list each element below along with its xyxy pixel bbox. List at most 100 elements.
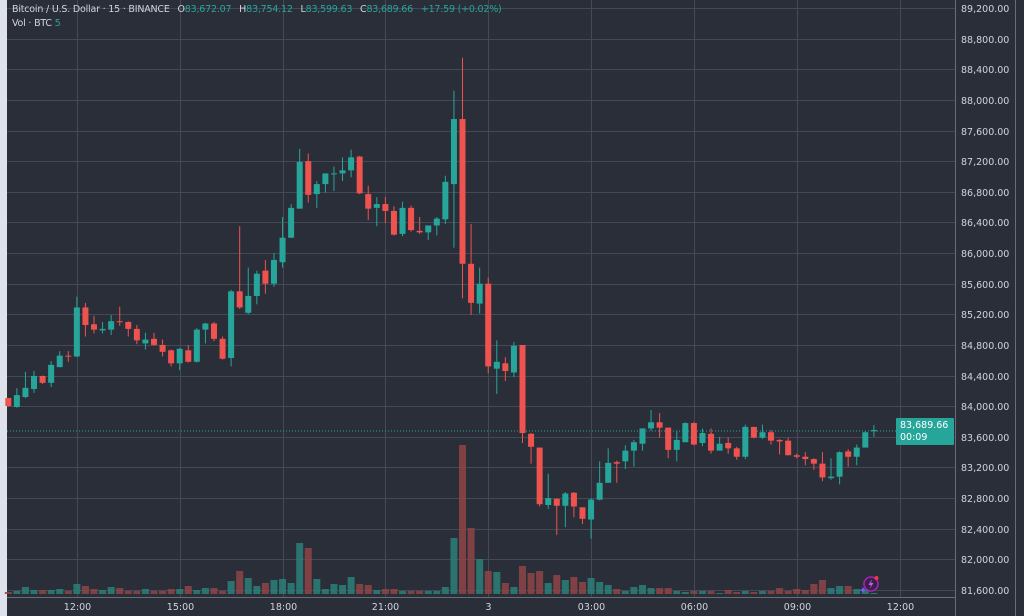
volume-bar <box>210 588 218 594</box>
volume-bar <box>176 589 184 594</box>
volume-bar <box>707 591 715 594</box>
volume-bar <box>724 590 732 594</box>
candle-down <box>356 156 363 194</box>
candle-up <box>22 387 29 398</box>
volume-bar <box>578 582 586 594</box>
candle-down <box>485 283 492 367</box>
volume-bar <box>604 585 612 594</box>
candle-up <box>853 447 860 457</box>
candle-up <box>673 439 680 450</box>
price-tick-label: 86,000.00 <box>961 249 1009 260</box>
bar-countdown: 00:09 <box>900 432 928 443</box>
candle-up <box>425 225 432 233</box>
candle-down <box>528 433 535 447</box>
volume-bar <box>356 584 364 594</box>
volume-bar <box>716 593 724 594</box>
candle-down <box>750 426 757 438</box>
candle-down <box>579 507 586 519</box>
volume-row: Vol · BTC 5 <box>12 17 502 31</box>
candle-down <box>690 423 697 445</box>
volume-bar <box>493 572 501 594</box>
price-tick-label: 85,600.00 <box>961 280 1009 291</box>
volume-bar <box>73 584 81 594</box>
price-tick-label: 88,400.00 <box>961 65 1009 76</box>
volume-bar <box>776 588 784 594</box>
volume-bar <box>390 589 398 594</box>
candle-up <box>648 422 655 429</box>
volume-bar <box>536 571 544 594</box>
volume-bar <box>424 591 432 594</box>
candle-down <box>459 119 466 264</box>
volume-bar <box>99 590 107 594</box>
candle-up <box>270 259 277 284</box>
volume-bar <box>56 589 64 594</box>
symbol-row: Bitcoin / U.S. Dollar · 15 · BINANCE O83… <box>12 3 502 17</box>
candle-up <box>450 119 457 185</box>
candle-up <box>193 329 200 362</box>
candle-down <box>125 321 132 329</box>
candle-down <box>468 263 475 303</box>
time-tick-label: 12:00 <box>64 602 91 613</box>
volume-bar <box>13 591 21 594</box>
volume-bar <box>621 591 629 594</box>
candle-up <box>31 375 38 389</box>
volume-bar <box>810 584 818 594</box>
candle-up <box>373 204 380 208</box>
time-tick-label: 12:00 <box>887 602 914 613</box>
price-tick-label: 83,200.00 <box>961 463 1009 474</box>
candle-down <box>390 210 397 235</box>
candle-up <box>605 462 612 483</box>
candle-up <box>862 432 869 448</box>
lightning-bolt-icon[interactable] <box>860 575 880 593</box>
volume-bar <box>90 589 98 594</box>
volume-bar <box>313 579 321 594</box>
low-value: 83,599.63 <box>305 4 353 15</box>
volume-bar <box>321 589 329 594</box>
price-tick-label: 84,800.00 <box>961 341 1009 352</box>
time-tick-label: 09:00 <box>784 602 811 613</box>
candle-down <box>519 344 526 434</box>
candle-up <box>699 433 706 443</box>
volume-bar <box>116 588 124 594</box>
volume-bar <box>587 578 595 594</box>
volume-bar <box>150 591 158 594</box>
candle-up <box>622 450 629 462</box>
candle-down <box>570 492 577 507</box>
volume-bar <box>827 588 835 594</box>
candle-down <box>262 270 269 284</box>
open-value: 83,672.07 <box>184 4 232 15</box>
candle-down <box>365 194 372 209</box>
volume-bar <box>870 593 878 594</box>
candle-down <box>819 463 826 478</box>
candle-down <box>133 328 140 341</box>
candle-up <box>716 443 723 451</box>
volume-bar <box>467 528 475 594</box>
volume-bar <box>30 590 38 594</box>
volume-bar <box>647 588 655 594</box>
time-axis[interactable]: 12:00 15:00 18:00 21:00 3 03:00 06:00 09:00 12:0… <box>64 602 914 613</box>
price-tick-label: 81,600.00 <box>961 586 1009 597</box>
volume-bar <box>4 592 12 594</box>
volume-bar <box>690 591 698 594</box>
volume-bar <box>484 571 492 594</box>
candle-down <box>91 324 97 330</box>
volume-bar <box>399 591 407 594</box>
volume-bar <box>519 566 526 594</box>
candle-up <box>639 428 646 444</box>
volume-bar <box>844 586 852 594</box>
volume-bar <box>227 581 235 594</box>
candle-up <box>48 364 55 383</box>
volume-bar <box>279 579 287 594</box>
volume-label[interactable]: Vol · BTC <box>12 18 52 29</box>
price-axis[interactable]: 89,200.00 88,800.00 88,400.00 88,000.00 87,6… <box>961 4 1009 597</box>
volume-bar <box>527 573 535 594</box>
price-tick-label: 87,600.00 <box>961 127 1009 138</box>
symbol-title[interactable]: Bitcoin / U.S. Dollar · 15 · BINANCE <box>12 4 170 15</box>
price-tick-label: 82,400.00 <box>961 525 1009 536</box>
volume-bar <box>81 586 89 594</box>
price-tick-label: 82,000.00 <box>961 555 1009 566</box>
candle-down <box>785 440 792 456</box>
volume-bar <box>107 587 115 594</box>
volume-bar <box>347 577 355 594</box>
